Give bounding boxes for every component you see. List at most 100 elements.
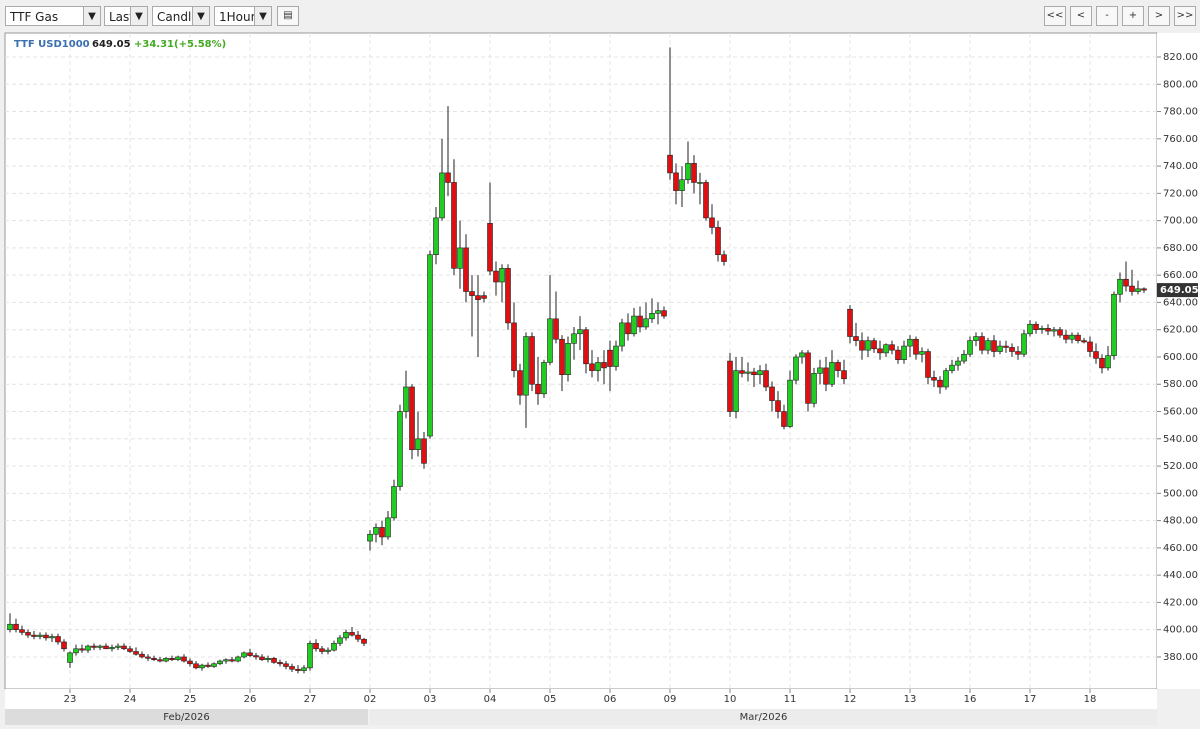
candle-body — [331, 643, 337, 651]
plot-area — [4, 32, 1158, 690]
candle-body — [403, 386, 409, 412]
candle-body — [715, 227, 721, 256]
y-tick-label: 420.00 — [1163, 597, 1198, 608]
candle-body — [973, 336, 979, 341]
candle-body — [643, 318, 649, 328]
candle-body — [427, 254, 433, 437]
candle-body — [325, 649, 331, 652]
table-button[interactable]: ▤ — [277, 6, 299, 26]
candle-body — [31, 634, 37, 637]
nav-button[interactable]: - — [1096, 6, 1118, 26]
candle-body — [19, 629, 25, 633]
candle-body — [565, 343, 571, 376]
candle-body — [319, 648, 325, 652]
nav-button[interactable]: < — [1070, 6, 1092, 26]
y-tick-label: 520.00 — [1163, 461, 1198, 472]
candle-body — [583, 329, 589, 365]
candle-body — [265, 658, 271, 660]
candle-body — [697, 182, 703, 184]
candle-body — [667, 154, 673, 174]
dropdown-arrow: ▼ — [192, 7, 209, 25]
candle-body — [337, 637, 343, 644]
candle-body — [511, 322, 517, 371]
candle-body — [1009, 347, 1015, 352]
y-tick-label: 820.00 — [1163, 52, 1198, 63]
candle-body — [763, 370, 769, 388]
candle-body — [67, 652, 73, 663]
candle-body — [877, 348, 883, 354]
candle-body — [415, 438, 421, 450]
candle-body — [49, 636, 55, 639]
candle-body — [799, 352, 805, 358]
y-tick-label: 740.00 — [1163, 161, 1198, 172]
candle-body — [883, 344, 889, 354]
candle-body — [523, 336, 529, 396]
candle-body — [535, 383, 541, 395]
candle-body — [283, 663, 289, 667]
nav-button[interactable]: << — [1044, 6, 1066, 26]
candle-body — [517, 370, 523, 396]
candle-body — [547, 318, 553, 363]
candle-body — [379, 527, 385, 538]
candle-body — [841, 370, 847, 380]
x-tick-label: 17 — [1024, 694, 1037, 705]
candle-body — [229, 659, 235, 662]
candle-body — [1075, 334, 1081, 341]
y-tick-label: 680.00 — [1163, 243, 1198, 254]
nav-button[interactable]: > — [1148, 6, 1170, 26]
x-tick-label: 06 — [604, 694, 617, 705]
candle-body — [139, 653, 145, 658]
instrument-select[interactable]: TTF Gas ▼ — [5, 6, 101, 26]
candle-body — [865, 340, 871, 351]
candle-body — [169, 658, 175, 660]
candle-body — [1087, 341, 1093, 352]
month-band — [370, 709, 1157, 725]
candle-body — [409, 386, 415, 450]
x-tick-label: 27 — [304, 694, 317, 705]
candle-body — [757, 370, 763, 376]
interval-select[interactable]: 1Hour ▼ — [214, 6, 272, 26]
y-tick-label: 580.00 — [1163, 379, 1198, 390]
candle-body — [901, 345, 907, 361]
field-text: Last — [109, 10, 134, 24]
x-tick-label: 09 — [664, 694, 677, 705]
candle-body — [61, 641, 67, 650]
candle-body — [835, 362, 841, 371]
candle-body — [433, 217, 439, 256]
candle-body — [73, 648, 79, 654]
dropdown-arrow: ▼ — [83, 7, 100, 25]
nav-button[interactable]: + — [1122, 6, 1144, 26]
candle-body — [889, 344, 895, 351]
y-tick-label: 800.00 — [1163, 79, 1198, 90]
candle-body — [1033, 323, 1039, 331]
candle-body — [55, 636, 61, 643]
field-select[interactable]: Last ▼ — [104, 6, 148, 26]
candle-body — [601, 362, 607, 369]
y-tick-label: 540.00 — [1163, 434, 1198, 445]
nav-button[interactable]: >> — [1174, 6, 1196, 26]
candle-body — [559, 338, 565, 376]
candle-body — [769, 386, 775, 401]
candle-body — [1051, 329, 1057, 332]
candle-body — [1069, 334, 1075, 340]
candle-body — [685, 163, 691, 181]
y-tick-label: 640.00 — [1163, 297, 1198, 308]
candle-body — [43, 634, 49, 639]
candle-body — [655, 310, 661, 314]
candle-body — [1063, 334, 1069, 340]
candle-body — [1039, 328, 1045, 331]
candle-body — [385, 517, 391, 538]
last-price-box — [1157, 283, 1198, 298]
candle-body — [205, 664, 211, 667]
x-tick-label: 02 — [364, 694, 377, 705]
x-tick-label: 26 — [244, 694, 257, 705]
candle-body — [301, 667, 307, 671]
candle-body — [439, 172, 445, 219]
candle-body — [847, 308, 853, 337]
candle-body — [895, 349, 901, 361]
candle-body — [787, 379, 793, 427]
style-select[interactable]: Candle ▼ — [152, 6, 210, 26]
candle-body — [451, 182, 457, 269]
last-price: 649.05 — [92, 39, 131, 50]
